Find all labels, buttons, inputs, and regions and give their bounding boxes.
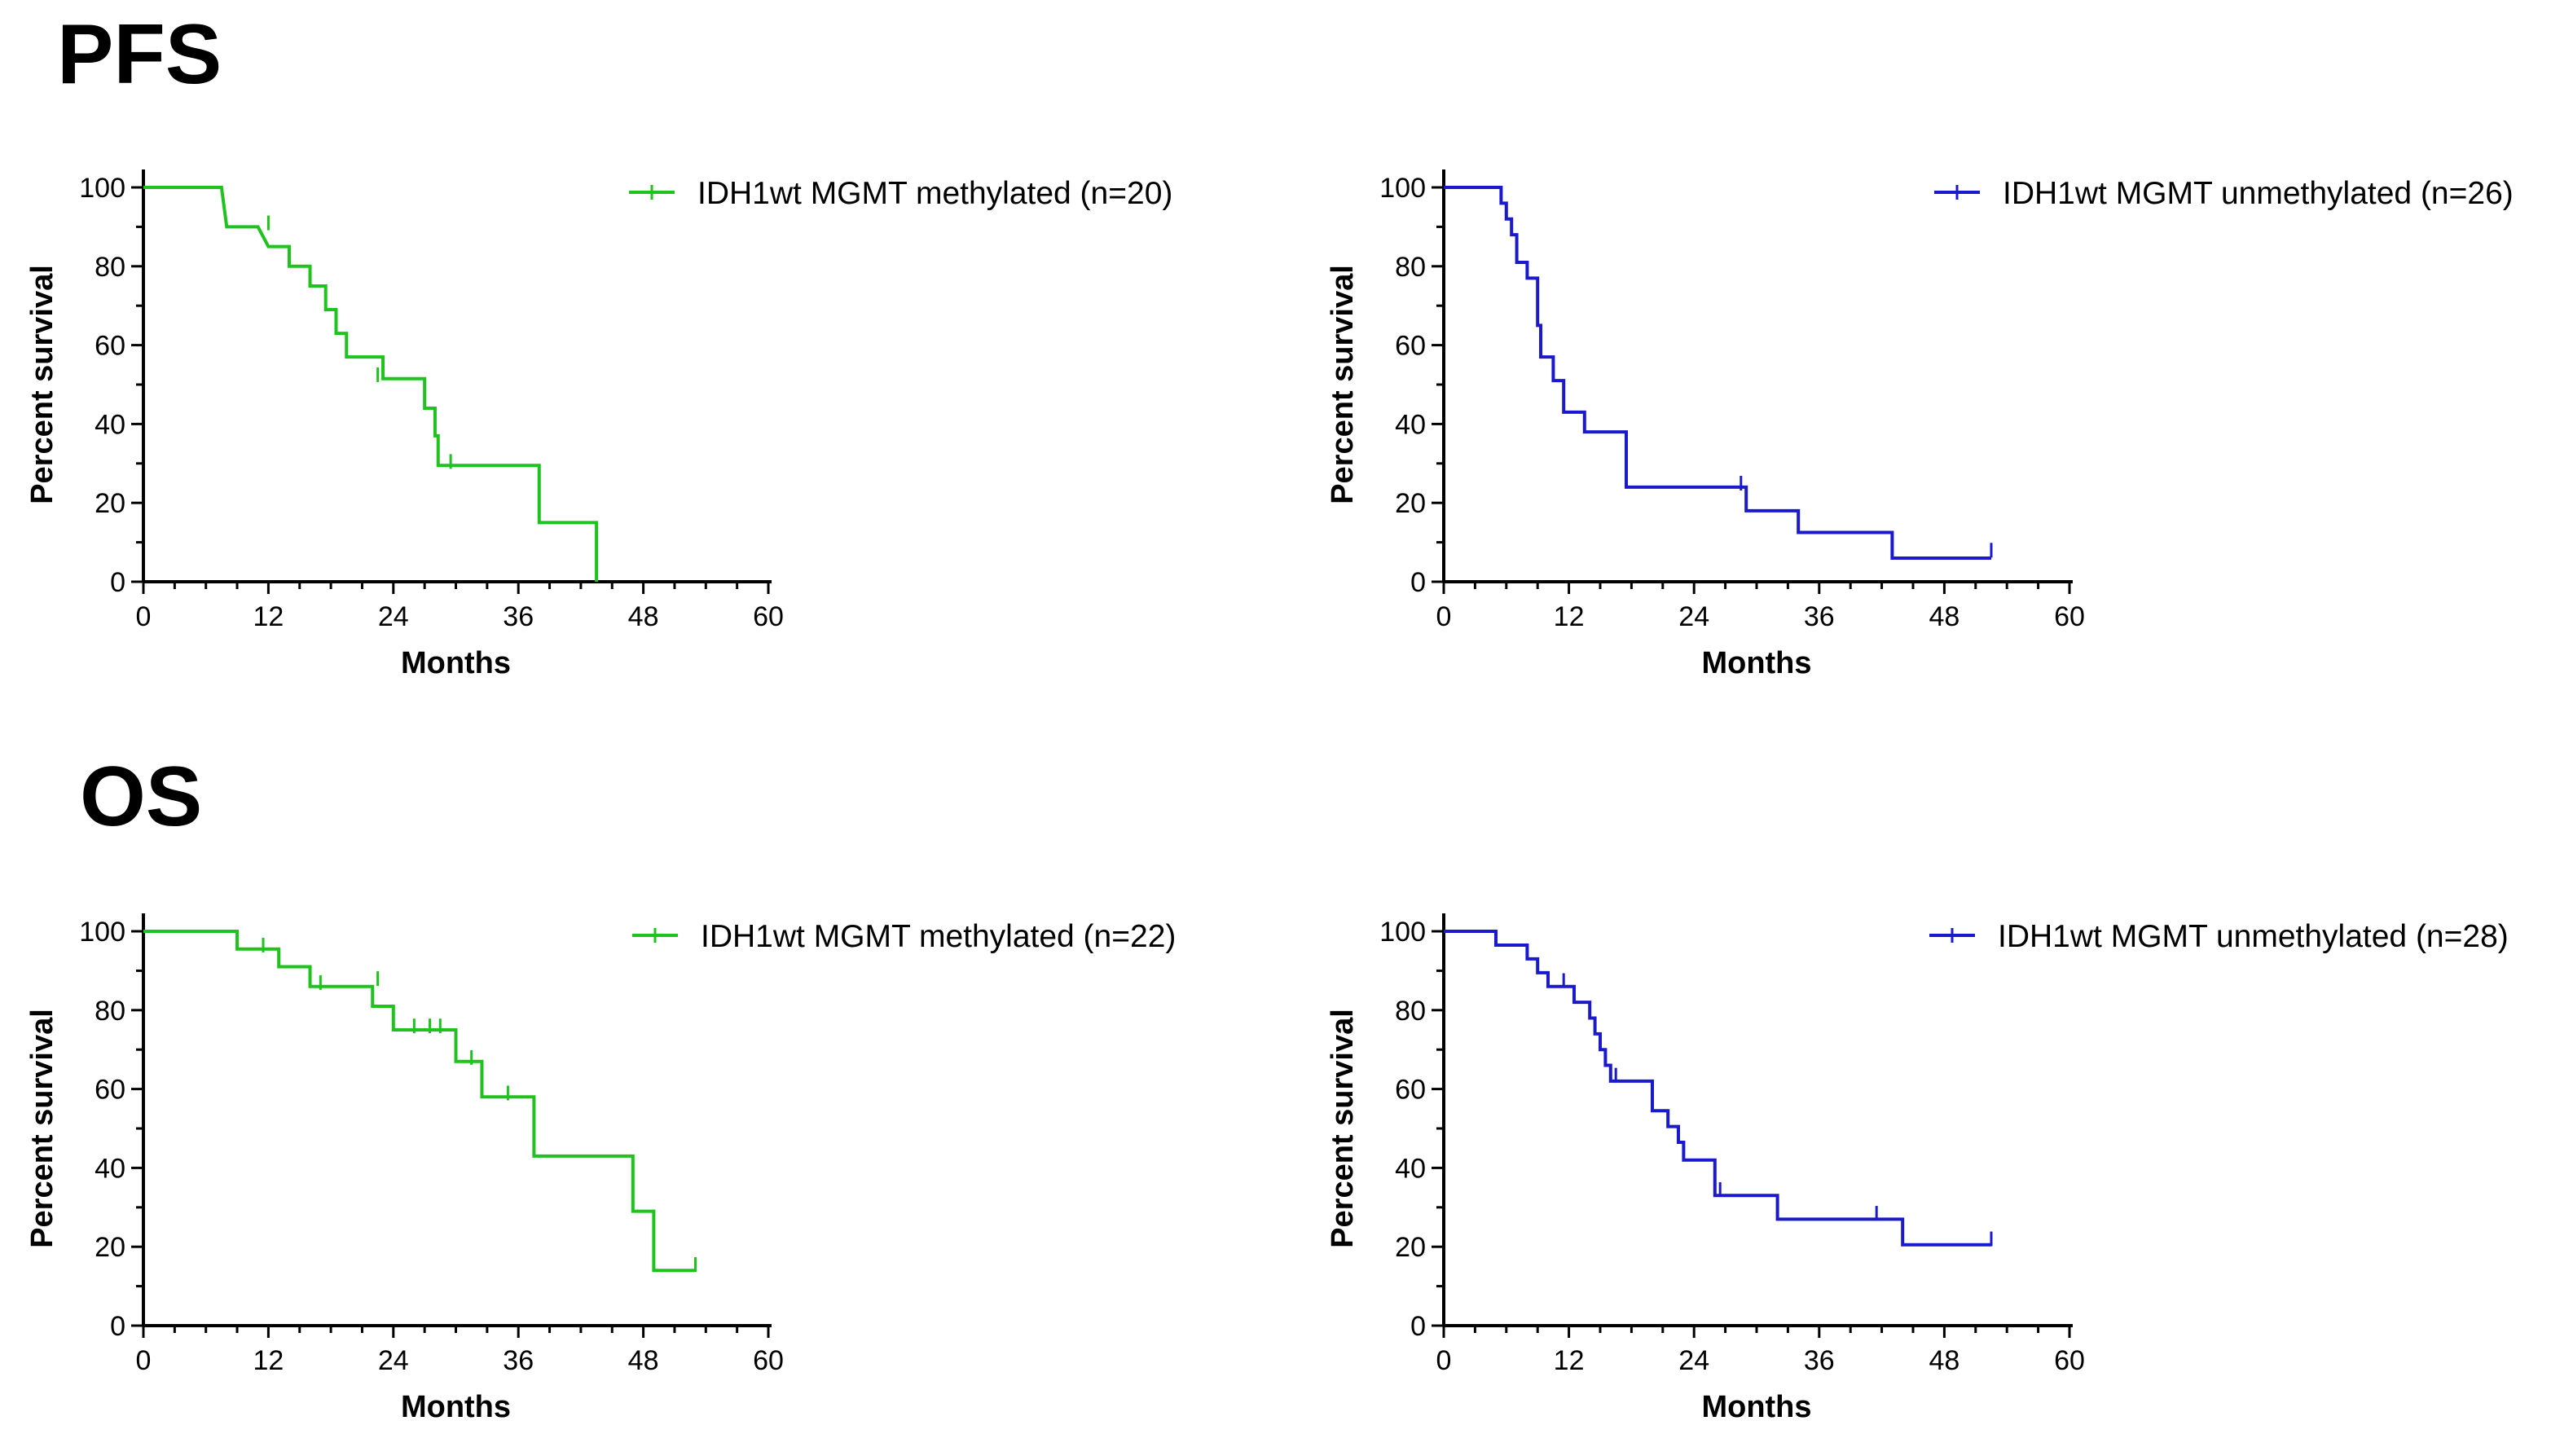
x-tick-label: 24 xyxy=(1678,601,1709,632)
x-tick-label: 36 xyxy=(1804,601,1835,632)
legend-label: IDH1wt MGMT methylated (n=22) xyxy=(701,919,1176,954)
x-axis-label: Months xyxy=(1701,646,1811,680)
y-tick-label: 0 xyxy=(110,567,125,598)
x-tick-label: 48 xyxy=(628,1345,659,1376)
survival-curve xyxy=(1444,186,1991,560)
x-tick-label: 36 xyxy=(503,1345,534,1376)
y-tick-label: 40 xyxy=(1395,1153,1426,1184)
x-tick-label: 12 xyxy=(1554,1345,1585,1376)
y-tick-label: 40 xyxy=(1395,409,1426,440)
y-tick-label: 60 xyxy=(1395,1075,1426,1106)
y-tick-label: 80 xyxy=(1395,252,1426,283)
y-tick-label: 40 xyxy=(95,409,125,440)
y-tick-label: 20 xyxy=(95,488,125,519)
y-axis-label: Percent survival xyxy=(1326,265,1360,504)
x-axis-label: Months xyxy=(401,1390,511,1424)
legend-label: IDH1wt MGMT unmethylated (n=26) xyxy=(2003,176,2514,211)
y-tick-label: 100 xyxy=(1379,173,1426,204)
x-axis-label: Months xyxy=(1701,1390,1811,1424)
x-tick-label: 24 xyxy=(378,601,409,632)
legend: IDH1wt MGMT methylated (n=22) xyxy=(632,919,1176,954)
x-tick-label: 24 xyxy=(378,1345,409,1376)
x-tick-label: 48 xyxy=(1929,601,1959,632)
legend: IDH1wt MGMT methylated (n=20) xyxy=(629,176,1172,211)
x-tick-label: 60 xyxy=(2054,1345,2085,1376)
x-tick-label: 60 xyxy=(753,601,784,632)
y-tick-label: 100 xyxy=(1379,917,1426,948)
legend: IDH1wt MGMT unmethylated (n=28) xyxy=(1929,919,2509,954)
survival-curve xyxy=(143,930,696,1273)
y-tick-label: 20 xyxy=(1395,1232,1426,1263)
x-tick-label: 0 xyxy=(136,601,152,632)
y-axis-label: Percent survival xyxy=(1326,1009,1360,1248)
charts-layer: 0 12 24 36 48 60 0 20 40 60 80 100 Months Percent sur… xyxy=(25,169,2514,1424)
x-tick-label: 36 xyxy=(503,601,534,632)
y-tick-label: 40 xyxy=(95,1153,125,1184)
x-tick-label: 48 xyxy=(1929,1345,1959,1376)
y-tick-label: 0 xyxy=(1410,567,1426,598)
section-title-pfs: PFS xyxy=(57,7,222,102)
legend: IDH1wt MGMT unmethylated (n=26) xyxy=(1934,176,2514,211)
y-tick-label: 80 xyxy=(95,996,125,1027)
y-tick-label: 20 xyxy=(95,1232,125,1263)
x-tick-label: 12 xyxy=(253,1345,284,1376)
y-tick-label: 0 xyxy=(1410,1311,1426,1342)
x-tick-label: 60 xyxy=(753,1345,784,1376)
y-tick-label: 60 xyxy=(95,1075,125,1106)
y-tick-label: 0 xyxy=(110,1311,125,1342)
km-chart-2: 0 12 24 36 48 60 0 20 40 60 80 100 Months Percent sur… xyxy=(1326,169,2514,680)
y-tick-label: 100 xyxy=(79,173,125,204)
survival-curve xyxy=(1444,930,1991,1247)
x-tick-label: 24 xyxy=(1678,1345,1709,1376)
x-tick-label: 48 xyxy=(628,601,659,632)
y-tick-label: 60 xyxy=(1395,331,1426,362)
legend-label: IDH1wt MGMT unmethylated (n=28) xyxy=(1998,919,2509,954)
y-axis-label: Percent survival xyxy=(25,265,59,504)
x-axis-label: Months xyxy=(401,646,511,680)
survival-curve xyxy=(143,186,599,582)
km-chart-1: 0 12 24 36 48 60 0 20 40 60 80 100 Months Percent sur… xyxy=(25,169,1172,680)
x-tick-label: 12 xyxy=(1554,601,1585,632)
y-axis-label: Percent survival xyxy=(25,1009,59,1248)
y-tick-label: 60 xyxy=(95,331,125,362)
x-tick-label: 0 xyxy=(1436,1345,1452,1376)
y-tick-label: 100 xyxy=(79,917,125,948)
x-tick-label: 0 xyxy=(136,1345,152,1376)
section-title-os: OS xyxy=(80,750,202,844)
y-tick-label: 80 xyxy=(1395,996,1426,1027)
y-tick-label: 20 xyxy=(1395,488,1426,519)
x-tick-label: 60 xyxy=(2054,601,2085,632)
x-tick-label: 0 xyxy=(1436,601,1452,632)
km-chart-4: 0 12 24 36 48 60 0 20 40 60 80 100 Months Percent sur… xyxy=(1326,913,2509,1424)
km-chart-3: 0 12 24 36 48 60 0 20 40 60 80 100 Months Percent sur… xyxy=(25,913,1176,1424)
y-tick-label: 80 xyxy=(95,252,125,283)
x-tick-label: 36 xyxy=(1804,1345,1835,1376)
x-tick-label: 12 xyxy=(253,601,284,632)
legend-label: IDH1wt MGMT methylated (n=20) xyxy=(697,176,1172,211)
